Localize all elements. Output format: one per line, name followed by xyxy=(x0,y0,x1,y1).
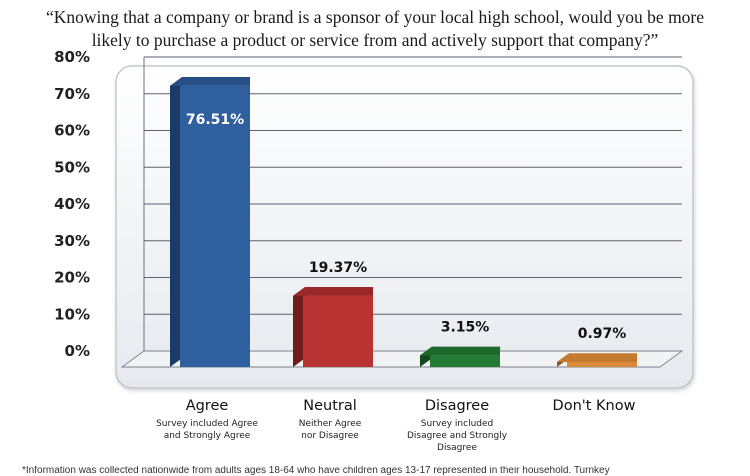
y-axis: 0% 10% 20% 30% 40% 50% 60% 70% 80% xyxy=(54,48,90,360)
x-tick-note: and Strongly Agree xyxy=(164,431,251,441)
y-tick-label: 30% xyxy=(54,232,90,250)
bar-side xyxy=(293,287,306,367)
x-tick-label: Disagree xyxy=(425,398,489,414)
y-tick-label: 80% xyxy=(54,48,90,66)
bar-front xyxy=(567,362,637,367)
bars xyxy=(170,77,638,368)
plot-panel xyxy=(115,65,694,389)
x-tick-label: Don't Know xyxy=(553,398,636,414)
x-tick-note: Survey included xyxy=(421,419,494,429)
y-tick-label: 70% xyxy=(54,85,90,103)
footnote: *Information was collected nationwide fr… xyxy=(22,466,610,476)
y-tick-label: 40% xyxy=(54,195,90,213)
value-labels: 76.51% 19.37% 3.15% 0.97% xyxy=(186,112,626,342)
bar xyxy=(170,77,251,368)
x-tick-note: Neither Agree xyxy=(299,419,362,429)
bar-top xyxy=(420,346,501,356)
y-tick-label: 20% xyxy=(54,269,90,287)
chart-title-line-2: likely to purchase a product or service … xyxy=(91,30,659,50)
bar-front xyxy=(303,295,373,367)
y-tick-label: 0% xyxy=(65,342,90,360)
bar xyxy=(293,287,374,367)
x-tick-note: Disagree and Strongly xyxy=(407,431,508,441)
x-tick-note: nor Disagree xyxy=(301,431,359,441)
data-label: 76.51% xyxy=(186,112,244,128)
bar-top xyxy=(557,353,638,362)
x-tick-label: Neutral xyxy=(303,398,357,414)
data-label: 3.15% xyxy=(441,319,490,335)
bar-front xyxy=(430,355,500,367)
bar-front xyxy=(180,85,250,368)
bar xyxy=(557,353,638,367)
data-label: 0.97% xyxy=(578,326,627,342)
x-tick-note: Disagree xyxy=(437,443,477,453)
bar-top xyxy=(293,287,374,296)
chart-title-line-1: “Knowing that a company or brand is a sp… xyxy=(45,7,705,27)
x-tick-label: Agree xyxy=(186,398,229,414)
bar-top xyxy=(170,77,251,86)
x-tick-note: Survey included Agree xyxy=(156,419,258,429)
y-tick-label: 50% xyxy=(54,158,90,176)
y-tick-label: 60% xyxy=(54,122,90,140)
data-label: 19.37% xyxy=(309,260,367,276)
bar-side xyxy=(170,77,183,367)
category-labels: Agree Survey included Agree and Strongly A… xyxy=(156,398,636,453)
bar xyxy=(420,346,501,367)
y-tick-label: 10% xyxy=(54,305,90,323)
chart-title: “Knowing that a company or brand is a sp… xyxy=(0,6,750,52)
